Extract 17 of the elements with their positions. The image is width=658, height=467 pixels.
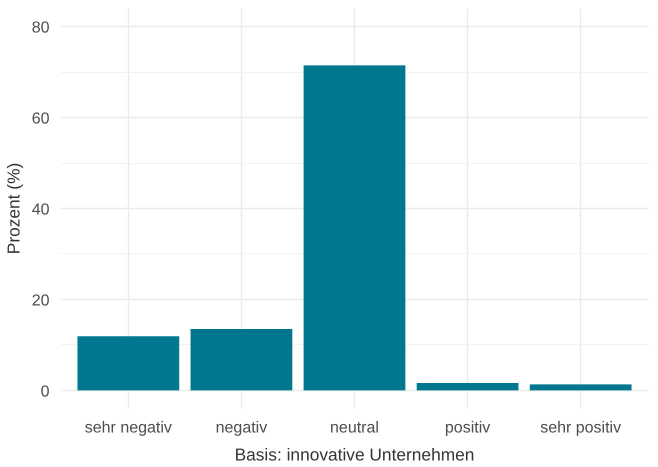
y-tick-label: 40	[32, 202, 50, 218]
y-axis-title: Prozent (%)	[4, 162, 24, 254]
x-tick-label: sehr negativ	[84, 420, 172, 436]
x-tick-label: negativ	[216, 420, 268, 436]
y-tick-label: 20	[32, 292, 50, 310]
bar	[416, 383, 518, 390]
bar	[304, 65, 406, 390]
y-tick-label: 80	[32, 20, 50, 37]
bar	[77, 336, 180, 390]
x-tick-label: positiv	[444, 420, 490, 436]
x-tick-label: sehr positiv	[540, 420, 622, 436]
x-tick-label: neutral	[330, 420, 379, 436]
y-tick-label: 60	[32, 110, 50, 128]
bar	[190, 328, 292, 390]
bar	[530, 384, 632, 390]
x-axis-title: Basis: innovative Unternehmen	[234, 444, 474, 464]
y-tick-label: 0	[40, 383, 50, 400]
